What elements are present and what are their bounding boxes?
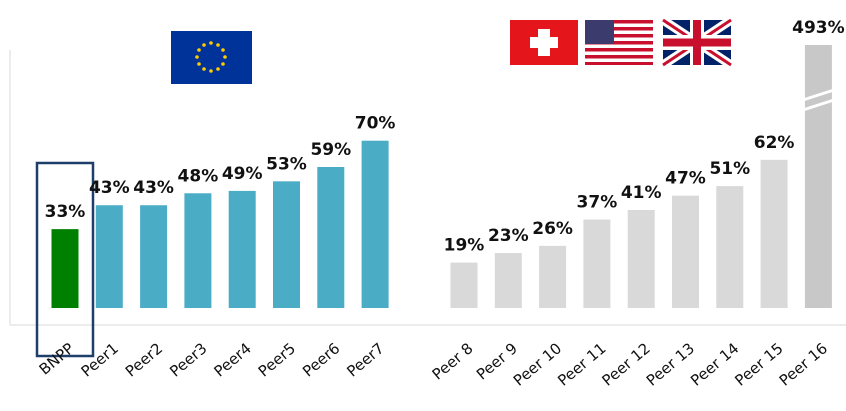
highlight-box (35, 161, 95, 358)
swiss-flag (510, 20, 578, 65)
category-label: Peer4 (211, 339, 255, 380)
bar (140, 205, 168, 308)
value-label: 70% (355, 114, 396, 134)
bar (228, 190, 256, 308)
bar (361, 140, 389, 308)
us-flag (585, 20, 653, 65)
eu-flag (171, 31, 252, 84)
bar (450, 262, 478, 308)
category-label: Peer 8 (429, 339, 477, 383)
category-label: Peer 11 (554, 339, 609, 389)
bar (627, 210, 655, 308)
category-label: Peer 13 (643, 339, 698, 389)
bar (583, 219, 611, 308)
category-label: Peer 12 (599, 339, 654, 389)
value-label: 43% (133, 178, 174, 198)
bar (95, 205, 123, 308)
category-label: Peer6 (299, 339, 343, 380)
category-label: Peer 16 (776, 339, 831, 389)
bar (51, 229, 79, 308)
bar (804, 45, 832, 308)
category-label: Peer7 (343, 339, 387, 380)
value-label: 23% (488, 226, 529, 246)
uk-flag (660, 16, 734, 69)
bar (539, 245, 567, 308)
axis-break (802, 88, 835, 112)
value-label: 48% (178, 166, 219, 186)
bar (273, 181, 300, 308)
value-label: 19% (444, 236, 485, 256)
bar (672, 195, 699, 308)
category-label: Peer5 (255, 339, 299, 380)
value-label: 26% (532, 219, 573, 239)
category-label: Peer3 (166, 339, 210, 380)
value-label: 37% (577, 193, 618, 213)
category-label: Peer2 (122, 339, 166, 380)
bar (716, 186, 744, 308)
category-label: Peer 14 (687, 339, 742, 389)
category-label: Peer1 (78, 339, 122, 380)
bar (494, 253, 522, 308)
category-label: BNPP (36, 339, 78, 378)
value-label: 47% (665, 169, 706, 189)
value-label: 59% (310, 140, 351, 160)
value-label: 49% (222, 164, 263, 184)
value-label: 53% (266, 154, 307, 174)
category-label: Peer 15 (731, 339, 786, 389)
bar (317, 166, 345, 308)
value-label: 43% (89, 178, 130, 198)
category-label: Peer 10 (510, 339, 565, 389)
value-label: 493% (792, 18, 845, 38)
value-label: 62% (754, 133, 795, 153)
bar (184, 193, 212, 308)
value-label: 41% (621, 183, 662, 203)
value-label: 51% (709, 159, 750, 179)
bar (760, 159, 788, 308)
value-label: 33% (45, 202, 86, 222)
